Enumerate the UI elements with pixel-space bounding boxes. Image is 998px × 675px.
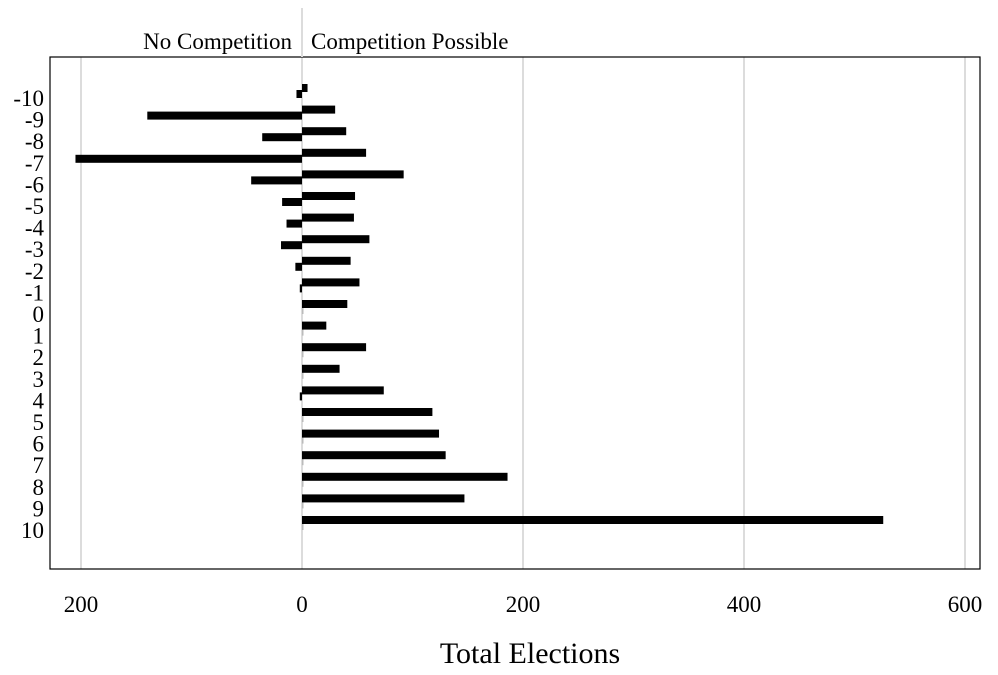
bar-no-competition--4 bbox=[286, 219, 302, 228]
bar-no-competition-3 bbox=[302, 370, 304, 379]
bar-no-competition-7 bbox=[302, 457, 304, 466]
y-tick-label: -2 bbox=[25, 259, 44, 284]
x-tick-label: 0 bbox=[296, 592, 308, 617]
x-tick-label: 200 bbox=[64, 592, 99, 617]
y-tick-label: 9 bbox=[33, 496, 45, 521]
bar-no-competition-9 bbox=[302, 500, 304, 509]
y-tick-label: 4 bbox=[33, 388, 45, 413]
bar-competition-possible-5 bbox=[302, 408, 433, 416]
y-tick-label: -6 bbox=[25, 172, 44, 197]
y-tick-label: -7 bbox=[25, 151, 44, 176]
bar-competition-possible-10 bbox=[302, 516, 884, 524]
bar-competition-possible--3 bbox=[302, 235, 370, 244]
bar-competition-possible-0 bbox=[302, 300, 348, 308]
bar-no-competition--9 bbox=[147, 111, 302, 120]
bar-competition-possible--4 bbox=[302, 213, 354, 222]
bar-no-competition--2 bbox=[295, 262, 302, 271]
bar-no-competition-0 bbox=[302, 306, 304, 314]
y-tick-label: 7 bbox=[33, 453, 45, 478]
x-axis-title: Total Elections bbox=[440, 637, 620, 670]
bar-competition-possible--1 bbox=[302, 278, 360, 287]
bar-no-competition-2 bbox=[302, 349, 304, 358]
y-tick-label: 8 bbox=[33, 475, 45, 500]
grid-lines bbox=[80, 57, 966, 569]
bar-no-competition--3 bbox=[281, 241, 302, 250]
bar-competition-possible--10 bbox=[302, 84, 308, 92]
bar-no-competition-10 bbox=[302, 522, 304, 530]
bar-competition-possible--5 bbox=[302, 192, 356, 200]
left-side-label: No Competition bbox=[143, 29, 292, 54]
x-tick-labels: 200 0 200 400 600 bbox=[64, 592, 983, 617]
y-tick-label: 2 bbox=[33, 345, 45, 370]
bar-competition-possible-4 bbox=[302, 386, 384, 395]
bar-no-competition--7 bbox=[75, 154, 302, 163]
plot-frame bbox=[49, 56, 981, 570]
bar-competition-possible-9 bbox=[302, 494, 465, 503]
y-tick-label: -9 bbox=[25, 108, 44, 133]
y-tick-label: -10 bbox=[13, 86, 44, 111]
bar-competition-possible-8 bbox=[302, 472, 508, 481]
bar-no-competition-6 bbox=[302, 435, 304, 444]
bar-no-competition-4 bbox=[299, 392, 302, 401]
x-tick-label: 600 bbox=[948, 592, 983, 617]
bar-no-competition-5 bbox=[302, 414, 304, 422]
y-tick-label: -5 bbox=[25, 194, 44, 219]
bar-competition-possible-2 bbox=[302, 343, 367, 352]
bar-no-competition-1 bbox=[302, 327, 304, 336]
bar-competition-possible--9 bbox=[302, 105, 336, 114]
y-tick-label: 10 bbox=[21, 518, 44, 543]
bar-competition-possible--2 bbox=[302, 256, 351, 265]
y-tick-label: -8 bbox=[25, 129, 44, 154]
y-tick-label: 0 bbox=[33, 302, 45, 327]
bar-competition-possible-6 bbox=[302, 429, 440, 438]
y-tick-label: 5 bbox=[33, 410, 45, 435]
bar-competition-possible--7 bbox=[302, 148, 367, 157]
bar-no-competition-8 bbox=[302, 478, 304, 487]
y-tick-label: -4 bbox=[25, 216, 45, 241]
bars bbox=[75, 84, 884, 530]
right-side-label: Competition Possible bbox=[311, 29, 508, 54]
y-tick-label: 3 bbox=[33, 367, 45, 392]
y-tick-label: -3 bbox=[25, 237, 44, 262]
x-tick-label: 200 bbox=[506, 592, 541, 617]
y-tick-label: -1 bbox=[25, 280, 44, 305]
bar-competition-possible--6 bbox=[302, 170, 404, 179]
bar-no-competition--5 bbox=[282, 198, 302, 206]
bar-no-competition--1 bbox=[299, 284, 302, 293]
y-tick-label: 6 bbox=[33, 432, 45, 457]
bar-no-competition--8 bbox=[262, 133, 302, 142]
y-tick-label: 1 bbox=[33, 324, 45, 349]
bar-competition-possible--8 bbox=[302, 127, 347, 136]
bar-no-competition--6 bbox=[251, 176, 302, 185]
bar-no-competition--10 bbox=[296, 90, 302, 98]
bar-competition-possible-7 bbox=[302, 451, 446, 460]
x-tick-label: 400 bbox=[727, 592, 762, 617]
bar-competition-possible-1 bbox=[302, 321, 327, 330]
bar-competition-possible-3 bbox=[302, 364, 340, 373]
